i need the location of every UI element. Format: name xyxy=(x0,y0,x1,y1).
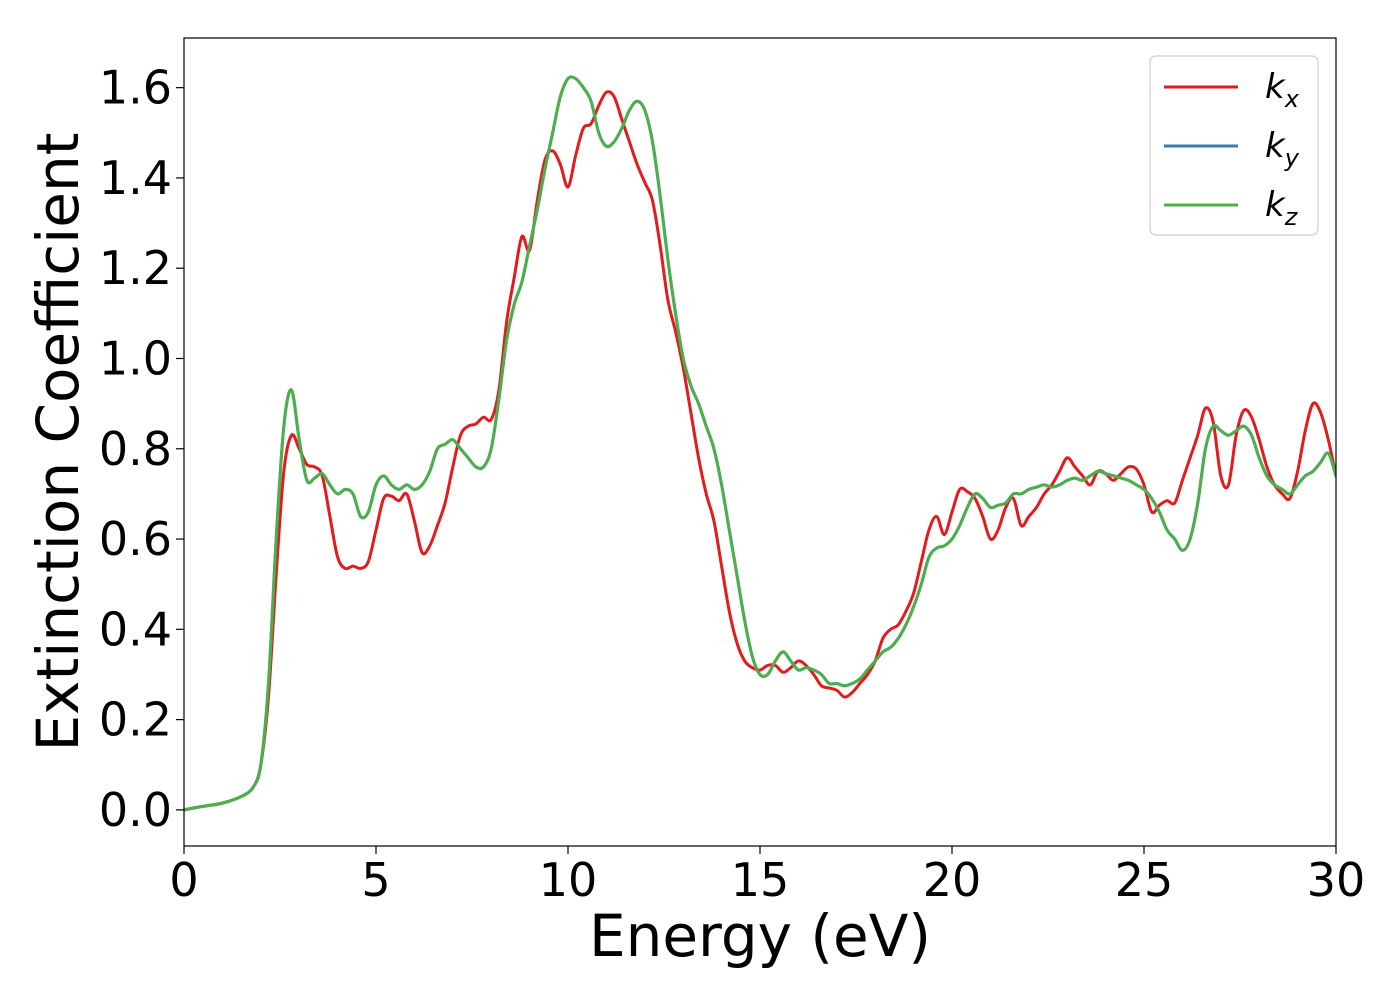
x-tick-label: 0 xyxy=(169,853,198,907)
series-line-x xyxy=(184,90,1336,812)
y-tick-label: 0.2 xyxy=(99,693,172,747)
y-axis-label: Extinction Coefficient xyxy=(24,133,92,752)
y-tick-label: 1.0 xyxy=(99,331,172,385)
y-tick-label: 1.6 xyxy=(99,61,172,115)
y-tick-label: 0.6 xyxy=(99,512,172,566)
x-axis-ticks: 0 5 10 15 20 25 30 xyxy=(169,846,1365,907)
y-tick-label: 1.4 xyxy=(99,151,172,205)
y-tick-label: 0.8 xyxy=(99,422,172,476)
series-line-z xyxy=(184,75,1336,812)
y-axis-ticks: 0.0 0.2 0.4 0.6 0.8 1.0 1.2 1.4 1.6 xyxy=(99,61,184,837)
y-tick-label: 0.4 xyxy=(99,602,172,656)
x-axis-label: Energy (eV) xyxy=(589,902,931,970)
x-tick-label: 30 xyxy=(1307,853,1366,907)
legend: kx ky kz xyxy=(1149,55,1319,236)
legend-label-x: kx xyxy=(1265,67,1300,113)
series-layer xyxy=(184,75,1336,812)
y-tick-label: 1.2 xyxy=(99,241,172,295)
x-tick-label: 5 xyxy=(361,853,390,907)
y-tick-label: 0.0 xyxy=(99,783,172,837)
legend-label-z: kz xyxy=(1265,185,1299,231)
legend-label-y: ky xyxy=(1265,126,1300,172)
x-tick-label: 20 xyxy=(923,853,982,907)
x-tick-label: 15 xyxy=(731,853,790,907)
x-tick-label: 25 xyxy=(1115,853,1174,907)
x-tick-label: 10 xyxy=(539,853,598,907)
